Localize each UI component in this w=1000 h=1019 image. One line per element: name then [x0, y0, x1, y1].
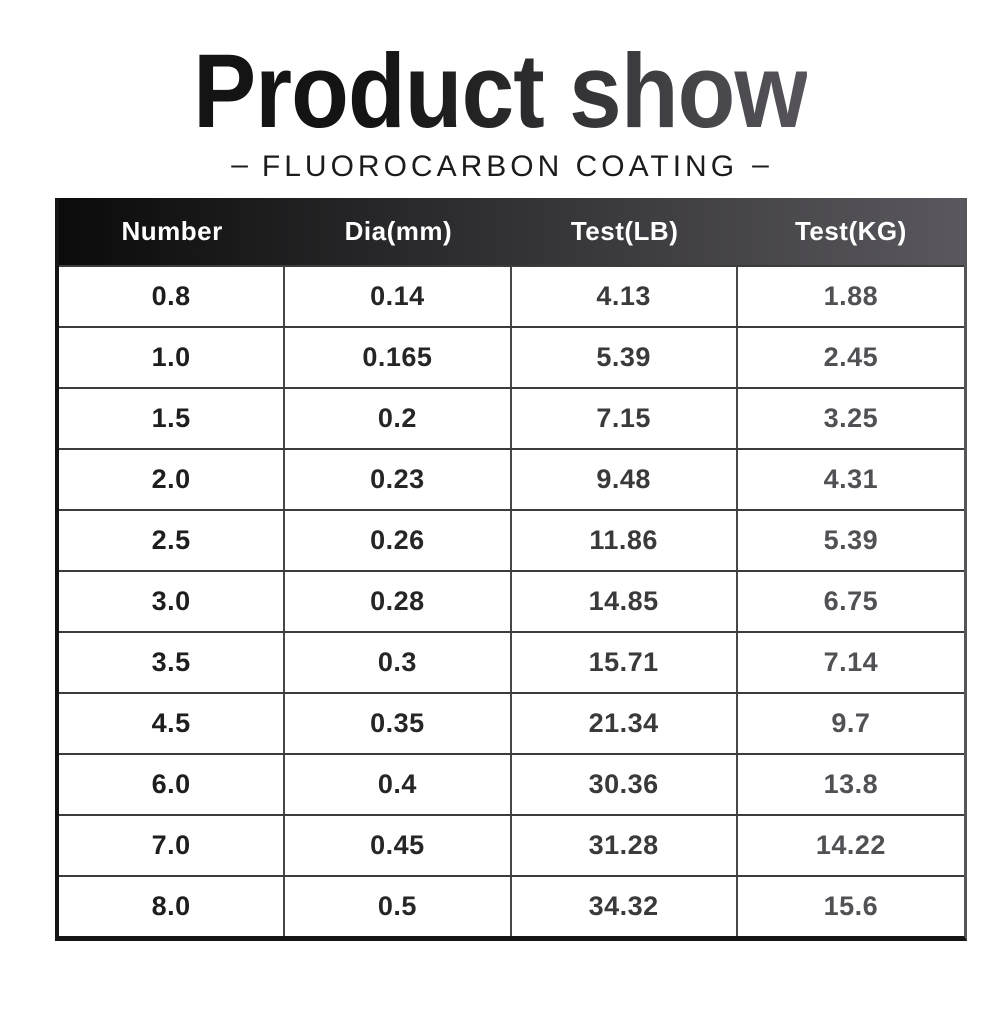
table-cell: 0.35 [285, 693, 512, 753]
table-cell: 0.45 [285, 815, 512, 875]
subtitle-dash-right: – [752, 147, 769, 181]
table-cell: 14.22 [815, 829, 886, 860]
table-row: 3.5 0.3 15.71 7.14 [59, 630, 964, 692]
table-row: 3.0 0.28 14.85 6.75 [59, 569, 964, 631]
table-cell: 0.4 [285, 754, 512, 814]
table-cell: 0.5 [285, 876, 512, 936]
table-cell: 7.15 [512, 388, 738, 448]
table-cell: 1.0 [59, 327, 286, 387]
table-cell: 0.23 [285, 449, 512, 509]
table-cell: 2.45 [823, 341, 879, 372]
column-header-test-kg: Test(KG) [794, 215, 907, 246]
table-row: 4.5 0.35 21.34 9.7 [59, 691, 964, 753]
table-cell: 11.86 [512, 510, 738, 570]
subtitle-text: FLUOROCARBON COATING [261, 149, 739, 183]
table-cell: 2.0 [59, 449, 286, 509]
table-cell: 0.28 [285, 571, 512, 631]
column-header-test-lb: Test(LB) [570, 215, 679, 246]
table-cell: 8.0 [59, 876, 286, 936]
table-cell: 6.75 [823, 585, 879, 616]
table-cell: 15.71 [512, 632, 738, 692]
table-cell: 4.5 [59, 693, 286, 753]
table-cell: 13.8 [823, 768, 879, 799]
table-row: 2.0 0.23 9.48 4.31 [59, 447, 964, 509]
table-cell: 0.3 [285, 632, 512, 692]
table-cell: 6.0 [59, 754, 286, 814]
table-row: 1.0 0.165 5.39 2.45 [59, 325, 964, 387]
spec-table: Number Dia(mm) Test(LB) Test(KG) 0.8 0.14… [55, 197, 967, 941]
table-cell: 21.34 [512, 693, 738, 753]
subtitle: – FLUOROCARBON COATING – [0, 147, 1000, 184]
table-cell: 7.14 [823, 646, 879, 677]
table-row: 8.0 0.5 34.32 15.6 [59, 874, 964, 936]
table-cell: 31.28 [512, 815, 738, 875]
table-cell: 5.39 [823, 524, 879, 555]
table-cell: 3.25 [823, 402, 879, 433]
table-row: 2.5 0.26 11.86 5.39 [59, 508, 964, 570]
table-cell: 0.8 [59, 266, 286, 326]
table-cell: 9.7 [831, 707, 871, 738]
table-row: 6.0 0.4 30.36 13.8 [59, 752, 964, 814]
column-header-number: Number [121, 215, 223, 246]
table-cell: 0.2 [285, 388, 512, 448]
table-header-row: Number Dia(mm) Test(LB) Test(KG) [59, 197, 964, 265]
table-cell: 4.31 [823, 463, 879, 494]
page-title: Product show [193, 33, 808, 150]
table-cell: 4.13 [512, 266, 738, 326]
table-cell: 5.39 [512, 327, 738, 387]
table-cell: 2.5 [59, 510, 286, 570]
table-cell: 9.48 [512, 449, 738, 509]
table-cell: 14.85 [512, 571, 738, 631]
table-cell: 3.5 [59, 632, 286, 692]
table-cell: 7.0 [59, 815, 286, 875]
subtitle-dash-left: – [231, 147, 248, 181]
table-cell: 30.36 [512, 754, 738, 814]
column-header-dia-mm: Dia(mm) [344, 215, 453, 246]
table-cell: 3.0 [59, 571, 286, 631]
table-cell: 1.5 [59, 388, 286, 448]
table-cell: 1.88 [823, 280, 879, 311]
table-cell: 0.14 [285, 266, 512, 326]
table-cell: 15.6 [823, 890, 879, 921]
table-row: 1.5 0.2 7.15 3.25 [59, 386, 964, 448]
title-block: Product show [0, 0, 1000, 150]
table-row: 0.8 0.14 4.13 1.88 [59, 264, 964, 326]
table-body: 0.8 0.14 4.13 1.88 1.0 0.165 5.39 2.45 1.5 0.2 7.1… [59, 264, 964, 936]
table-cell: 0.26 [285, 510, 512, 570]
table-cell: 0.165 [285, 327, 512, 387]
table-cell: 34.32 [512, 876, 738, 936]
table-row: 7.0 0.45 31.28 14.22 [59, 813, 964, 875]
